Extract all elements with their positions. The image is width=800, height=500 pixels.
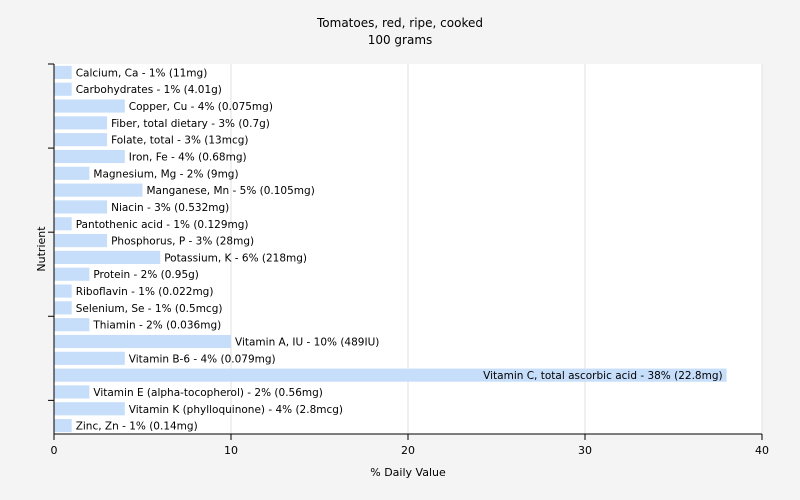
bar [54,284,72,298]
bars: Calcium, Ca - 1% (11mg) Carbohydrates - 1… [54,65,727,433]
bar-label: Magnesium, Mg - 2% (9mg) [93,168,238,180]
bar-label: Potassium, K - 6% (218mg) [164,252,307,264]
bar-label: Riboflavin - 1% (0.022mg) [76,286,214,298]
bar [54,234,108,248]
bar-label: Pantothenic acid - 1% (0.129mg) [76,219,249,231]
y-axis-ticks [48,63,54,401]
x-tick-label: 20 [401,444,415,457]
bar [54,82,72,96]
bar-label: Fiber, total dietary - 3% (0.7g) [111,118,270,130]
bar [54,351,125,365]
bar [54,385,90,399]
bar [54,301,72,315]
bar [54,419,72,433]
bar-label: Carbohydrates - 1% (4.01g) [76,84,222,96]
bar-label: Copper, Cu - 4% (0.075mg) [129,101,273,113]
bar-label: Zinc, Zn - 1% (0.14mg) [76,421,198,433]
bar [54,149,125,164]
bar [54,250,161,264]
x-axis-label: % Daily Value [370,466,446,479]
bar-label: Niacin - 3% (0.532mg) [111,202,229,214]
bar [54,368,727,382]
bar [54,334,231,349]
bar [54,200,108,214]
bar [54,65,72,79]
bar [54,166,90,180]
bar-label: Vitamin E (alpha-tocopherol) - 2% (0.56m… [93,387,323,399]
bar-label: Vitamin B-6 - 4% (0.079mg) [129,353,276,365]
bar-label: Selenium, Se - 1% (0.5mcg) [76,303,223,315]
chart-title: Tomatoes, red, ripe, cooked [316,16,483,30]
bar-label: Folate, total - 3% (13mcg) [111,135,248,147]
bar [54,183,143,197]
x-tick-label: 0 [51,444,58,457]
bar [54,99,125,113]
x-axis-ticks: 0 10 20 30 40 [51,434,769,457]
bar-label: Vitamin K (phylloquinone) - 4% (2.8mcg) [129,404,343,416]
bar-label: Manganese, Mn - 5% (0.105mg) [147,185,315,197]
bar-label: Thiamin - 2% (0.036mg) [92,320,221,332]
bar [54,116,108,130]
bar [54,217,72,231]
bar [54,267,90,281]
bar-label: Iron, Fe - 4% (0.68mg) [129,152,247,164]
x-tick-label: 30 [578,444,592,457]
bar-label: Phosphorus, P - 3% (28mg) [111,236,254,248]
bar-label: Vitamin C, total ascorbic acid - 38% (22… [483,370,722,382]
bar [54,318,90,332]
bar-label: Vitamin A, IU - 10% (489IU) [235,337,379,349]
x-tick-label: 10 [224,444,238,457]
bar-label: Protein - 2% (0.95g) [93,269,199,281]
chart-subtitle: 100 grams [368,33,433,47]
bar-label: Calcium, Ca - 1% (11mg) [76,67,208,79]
bar [54,402,125,416]
x-tick-label: 40 [755,444,769,457]
y-axis-label: Nutrient [35,226,48,272]
bar [54,133,108,147]
